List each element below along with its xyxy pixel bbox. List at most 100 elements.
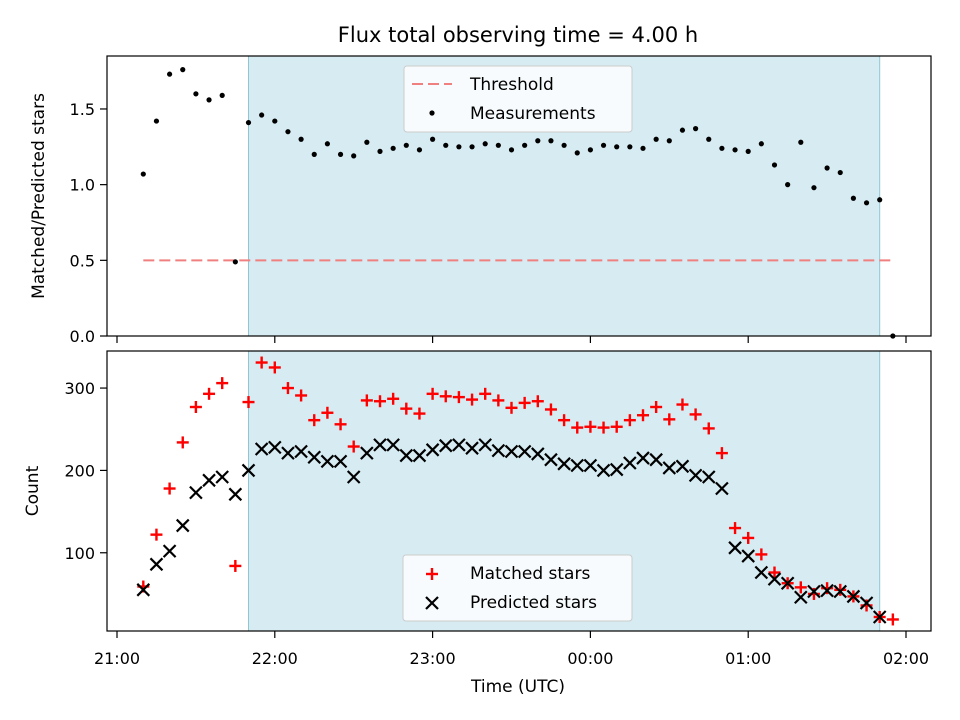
predicted-star-point [596,463,611,478]
measurement-point [167,71,173,77]
matched-star-point [623,414,636,427]
predicted-star-point [517,444,532,459]
predicted-star-point [320,454,335,469]
measurement-point [548,138,554,144]
matched-star-point [387,392,400,405]
top-panel-frame [106,55,932,337]
matched-star-point [518,396,531,409]
matched-star-point [189,401,202,413]
predicted-star-point [557,457,571,471]
matched-star-point [295,389,308,402]
measurement-point [324,141,330,147]
measurement-point [390,145,396,151]
predicted-star-point [307,450,322,465]
matched-star-point [834,583,847,596]
measurement-point [745,148,751,154]
predicted-star-point [833,584,848,599]
x-tick-label: 23:00 [410,649,456,668]
matched-star-point [755,548,768,561]
predicted-star-point [741,549,755,563]
measurement-point [416,147,423,153]
predicted-star-point [215,470,229,484]
matched-star-point [794,581,807,594]
matched-star-point [308,414,321,427]
bottom-legend: Matched stars Predicted stars [402,554,633,622]
top-legend-box [403,65,633,133]
predicted-star-point [780,576,795,591]
measurement-point [140,171,146,177]
predicted-star-point [583,458,598,473]
predicted-star-point [294,444,308,459]
legend-threshold-label: Threshold [469,75,554,95]
matched-star-point [715,447,728,460]
predicted-star-point [136,583,151,597]
predicted-star-point [649,452,663,467]
measurement-point [758,141,764,147]
measurement-point [259,112,265,118]
measurement-point [180,67,186,73]
matched-star-point [413,407,426,420]
measurement-point [219,92,225,98]
measurement-point [719,145,725,151]
measurement-point [508,147,515,153]
predicted-star-point [399,448,414,463]
measurement-point [811,185,817,191]
matched-star-point [255,356,268,369]
predicted-star-point [175,518,190,533]
y-tick-label: 0.0 [70,327,95,346]
bottom-panel: 100 200 300 21:00 22:00 23:00 00:00 01:00 02:00… [23,350,932,697]
measurement-point [351,153,357,159]
x-axis-label: Time (UTC) [470,677,565,697]
predicted-star-point [767,572,782,586]
measurement-point [561,142,567,148]
predicted-star-point [675,459,690,474]
top-y-axis: 0.0 0.5 1.0 1.5 [70,100,107,346]
measurement-point [863,200,870,206]
matched-star-point [663,413,676,426]
matched-star-point [268,361,281,374]
matched-star-point [544,403,557,416]
predicted-star-point [162,544,177,558]
measurement-point [153,118,160,124]
y-tick-label: 300 [64,379,95,398]
matched-star-point [702,422,715,435]
x-tick-label: 21:00 [94,649,140,668]
measurement-point [285,129,291,135]
predicted-star-point [544,452,558,467]
predicted-star-point [701,470,716,484]
matched-star-point [479,387,492,400]
bottom-y-axis-label: Count [23,465,43,516]
measurement-point [600,142,607,148]
matched-star-point [203,387,216,400]
matched-star-point [426,387,439,400]
predicted-star-point [149,557,164,572]
top-panel: 0.0 0.5 1.0 1.5 Matched/Predicted stars Thr… [29,55,932,346]
measurement-point [403,142,409,148]
chart-title: Flux total observing time = 4.00 h [338,23,698,47]
matched-star-point [558,414,571,427]
matched-star-point [150,528,163,541]
matched-star-point [650,401,663,413]
predicted-star-point [859,596,874,610]
predicted-star-point [425,443,440,457]
matched-star-point [742,531,755,544]
predicted-star-point [373,438,387,452]
measurement-point [364,139,370,145]
matched-star-point [439,390,452,403]
measurement-point [522,142,528,148]
matched-star-point [347,440,360,453]
bottom-panel-frame [106,350,932,632]
predicted-star-point [478,438,492,452]
predicted-star-point [609,462,624,477]
measurement-point [272,118,278,124]
matched-star-point [321,406,334,419]
predicted-star-point [465,441,479,455]
predicted-star-point [570,458,585,473]
top-x-ticks [116,336,907,343]
measurement-point [311,151,317,157]
legend-measurements-label: Measurements [470,104,596,124]
y-tick-label: 1.0 [70,176,95,195]
predicted-star-point [189,485,203,500]
measurement-point [614,144,620,150]
matched-star-point [163,482,176,495]
